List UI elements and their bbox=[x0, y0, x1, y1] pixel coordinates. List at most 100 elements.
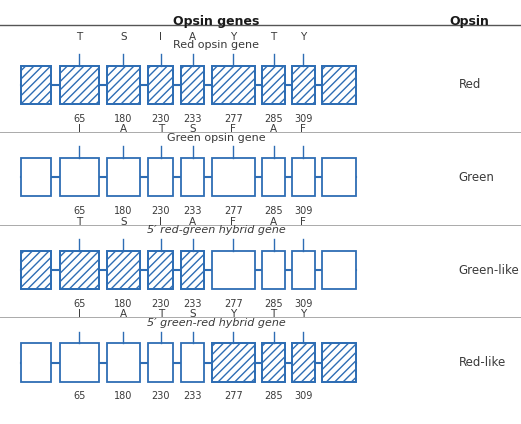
Bar bbox=[181, 251, 204, 289]
Text: T: T bbox=[158, 309, 164, 319]
Text: Y: Y bbox=[300, 31, 306, 42]
Bar bbox=[322, 66, 356, 104]
Text: Green opsin gene: Green opsin gene bbox=[167, 133, 266, 143]
Bar bbox=[181, 251, 204, 289]
Text: T: T bbox=[270, 309, 277, 319]
Bar bbox=[212, 66, 255, 104]
Text: S: S bbox=[190, 309, 196, 319]
Text: A: A bbox=[120, 309, 127, 319]
Bar bbox=[60, 158, 99, 196]
Text: 65: 65 bbox=[73, 206, 85, 216]
Text: 309: 309 bbox=[294, 114, 313, 124]
Bar bbox=[60, 251, 99, 289]
Text: F: F bbox=[300, 217, 306, 227]
Text: F: F bbox=[230, 124, 237, 134]
Bar bbox=[292, 251, 315, 289]
Text: Red opsin gene: Red opsin gene bbox=[173, 39, 259, 50]
Bar bbox=[107, 66, 140, 104]
Bar bbox=[292, 66, 315, 104]
Bar bbox=[21, 66, 51, 104]
Bar bbox=[262, 66, 285, 104]
Bar bbox=[60, 66, 99, 104]
Bar bbox=[292, 343, 315, 382]
Text: 230: 230 bbox=[152, 206, 170, 216]
Bar bbox=[262, 66, 285, 104]
Text: 65: 65 bbox=[73, 299, 85, 309]
Bar bbox=[212, 343, 255, 382]
Bar bbox=[212, 158, 255, 196]
Text: T: T bbox=[270, 31, 277, 42]
Text: 309: 309 bbox=[294, 206, 313, 216]
Text: Green-like: Green-like bbox=[458, 264, 519, 276]
Text: 277: 277 bbox=[224, 206, 243, 216]
Bar bbox=[181, 66, 204, 104]
Text: Y: Y bbox=[300, 309, 306, 319]
Bar bbox=[322, 251, 356, 289]
Bar bbox=[107, 158, 140, 196]
Text: A: A bbox=[189, 31, 196, 42]
Text: A: A bbox=[270, 124, 277, 134]
Bar bbox=[107, 66, 140, 104]
Text: 65: 65 bbox=[73, 391, 85, 402]
Bar bbox=[181, 158, 204, 196]
Text: 277: 277 bbox=[224, 299, 243, 309]
Bar bbox=[292, 343, 315, 382]
Text: S: S bbox=[190, 124, 196, 134]
Bar bbox=[60, 66, 99, 104]
Bar bbox=[322, 343, 356, 382]
Bar bbox=[262, 251, 285, 289]
Bar bbox=[212, 343, 255, 382]
Text: S: S bbox=[120, 31, 127, 42]
Text: T: T bbox=[77, 31, 82, 42]
Text: I: I bbox=[78, 124, 81, 134]
Text: I: I bbox=[159, 31, 163, 42]
Bar bbox=[107, 251, 140, 289]
Bar bbox=[181, 66, 204, 104]
Bar bbox=[107, 251, 140, 289]
Text: 180: 180 bbox=[114, 299, 132, 309]
Text: Opsin: Opsin bbox=[449, 15, 489, 28]
Bar bbox=[212, 251, 255, 289]
Bar bbox=[60, 343, 99, 382]
Bar bbox=[262, 66, 285, 104]
Text: Green: Green bbox=[458, 171, 494, 184]
Bar bbox=[148, 66, 173, 104]
Text: 5′ green-red hybrid gene: 5′ green-red hybrid gene bbox=[147, 318, 286, 328]
Bar bbox=[262, 343, 285, 382]
Bar bbox=[181, 66, 204, 104]
Bar bbox=[21, 251, 51, 289]
Text: 285: 285 bbox=[264, 114, 283, 124]
Bar bbox=[148, 343, 173, 382]
Text: S: S bbox=[120, 217, 127, 227]
Bar bbox=[60, 251, 99, 289]
Text: 277: 277 bbox=[224, 114, 243, 124]
Bar bbox=[21, 66, 51, 104]
Bar bbox=[322, 343, 356, 382]
Bar bbox=[262, 343, 285, 382]
Text: Opsin genes: Opsin genes bbox=[173, 15, 259, 28]
Text: 65: 65 bbox=[73, 114, 85, 124]
Text: I: I bbox=[78, 309, 81, 319]
Text: A: A bbox=[120, 124, 127, 134]
Bar bbox=[148, 66, 173, 104]
Bar bbox=[292, 158, 315, 196]
Text: 277: 277 bbox=[224, 391, 243, 402]
Bar bbox=[148, 251, 173, 289]
Bar bbox=[21, 251, 51, 289]
Text: 285: 285 bbox=[264, 299, 283, 309]
Text: 180: 180 bbox=[114, 206, 132, 216]
Text: 233: 233 bbox=[183, 206, 202, 216]
Bar bbox=[148, 251, 173, 289]
Bar bbox=[21, 343, 51, 382]
Text: Y: Y bbox=[230, 31, 237, 42]
Bar bbox=[322, 343, 356, 382]
Bar bbox=[212, 343, 255, 382]
Text: Red: Red bbox=[458, 78, 481, 91]
Bar bbox=[212, 66, 255, 104]
Text: F: F bbox=[230, 217, 237, 227]
Bar bbox=[60, 66, 99, 104]
Bar bbox=[292, 66, 315, 104]
Text: 233: 233 bbox=[183, 114, 202, 124]
Bar bbox=[148, 158, 173, 196]
Bar bbox=[21, 158, 51, 196]
